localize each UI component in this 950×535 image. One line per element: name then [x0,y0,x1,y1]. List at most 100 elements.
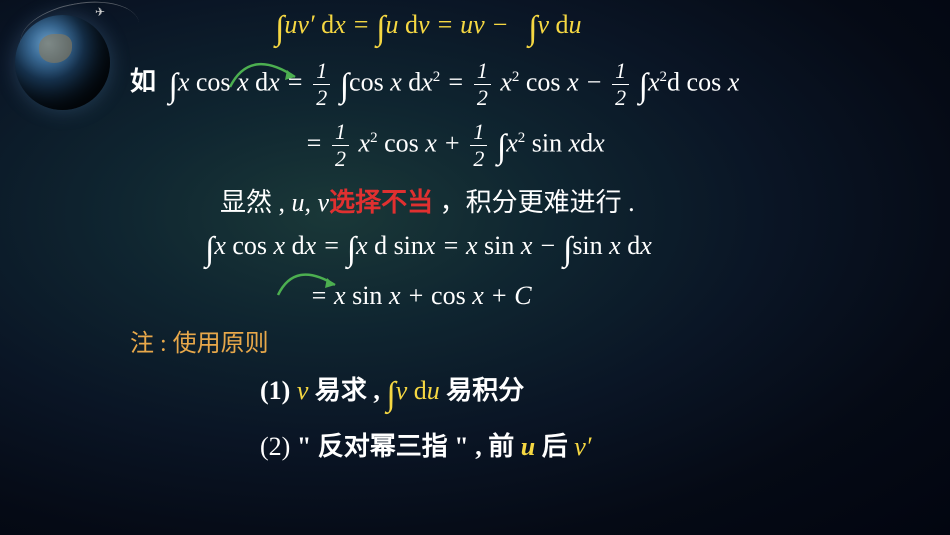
text: x [231,67,256,96]
int-symbol: ∫ [275,10,284,47]
text: cos [349,67,384,96]
text: sin [525,128,562,157]
sup: 2 [370,130,378,146]
int-symbol: ∫ [497,128,506,165]
text: sin [352,281,382,310]
text: sin [572,231,602,260]
text: x [384,67,409,96]
text: d [405,10,418,39]
line-9: (2) " 反对幂三指 " , 前 u 后 v′ [130,426,950,463]
line-note: 注 : 使用原则 [130,323,950,358]
text: sin [484,231,514,260]
text: x [721,67,739,96]
text: ，积分更难进行 . [433,188,635,217]
text: = x [310,281,352,310]
text: x [424,231,436,260]
text: x + [419,128,468,157]
text: v [418,10,430,39]
int-symbol: ∫ [340,67,349,104]
int-symbol: ∫ [639,67,648,104]
fraction: 12 [332,121,349,170]
text: cos [232,231,267,260]
int-symbol: ∫ [169,67,178,104]
item-num: (1) [260,376,297,405]
text: v [396,376,414,405]
text: cos [378,128,419,157]
text: x [334,10,346,39]
text: d [292,231,305,260]
fraction: 12 [470,121,487,170]
text: x [506,128,518,157]
text: x [562,128,580,157]
item-num: (2) [260,432,297,461]
text: x [500,67,512,96]
fraction: 12 [612,60,629,109]
text: x [178,67,196,96]
text: x [466,231,484,260]
text: x [640,231,652,260]
text: d [627,231,640,260]
text: d [321,10,334,39]
slide-content: ∫uv′ dx = ∫u dv = uv − ∫v du 如 ∫x cos x … [0,10,950,475]
fraction: 12 [313,60,330,109]
quote: " [454,432,468,461]
fraction: 12 [474,60,491,109]
text: v [538,10,556,39]
text: x [648,67,660,96]
int-symbol: ∫ [347,231,356,268]
line-4: 显然 , u, v选择不当 ，积分更难进行 . [130,182,950,219]
text: = [442,231,466,260]
text: x [593,128,605,157]
text: = uv − [436,10,522,39]
uv: u, v [292,188,330,217]
text: = [352,10,376,39]
text: x − [514,231,563,260]
text: x [305,231,317,260]
text: uv′ [284,10,321,39]
text: x [603,231,628,260]
line-5: ∫x cos x dx = ∫x d sinx = x sin x − ∫sin… [130,231,950,269]
line-3: = 12 x2 cos x + 12 ∫x2 sin xdx [130,121,950,170]
text: d [556,10,569,39]
text: u [427,376,440,405]
text: x [214,231,232,260]
line-6: = x sin x + cos x + C [130,281,950,311]
text: d cos [667,67,721,96]
text: d [414,376,427,405]
text: 后 [542,432,575,461]
text: = [286,67,310,96]
text: x [359,128,371,157]
text: u [569,10,582,39]
v: v [297,376,309,405]
text: d [408,67,421,96]
text: = [305,128,329,157]
formula-top: ∫uv′ dx = ∫u dv = uv − ∫v du [130,10,950,48]
text: x + C [466,281,532,310]
text: u [385,10,405,39]
text: x − [561,67,610,96]
line-8: (1) v 易求 , ∫v du 易积分 [130,370,950,414]
text: 显然 , [220,188,292,217]
vprime: v′ [574,432,591,461]
text: = [323,231,347,260]
text: x [267,231,292,260]
text: = [447,67,471,96]
text: cos [431,281,466,310]
text: 反对幂三指 [318,432,448,461]
text: cos [519,67,560,96]
int-symbol: ∫ [528,10,537,47]
sup: 2 [660,69,668,85]
text: 易积分 [446,376,524,405]
u: u [521,432,535,461]
text: x [421,67,433,96]
text: x [356,231,374,260]
text: x [268,67,280,96]
red-text: 选择不当 [329,188,433,217]
text: cos [196,67,231,96]
line-2: 如 ∫x cos x dx = 12 ∫cos x dx2 = 12 x2 co… [130,60,950,109]
example-label: 如 [130,67,156,96]
sup: 2 [433,69,441,85]
text: , 前 [475,432,521,461]
int-symbol: ∫ [386,376,395,413]
int-symbol: ∫ [563,231,572,268]
